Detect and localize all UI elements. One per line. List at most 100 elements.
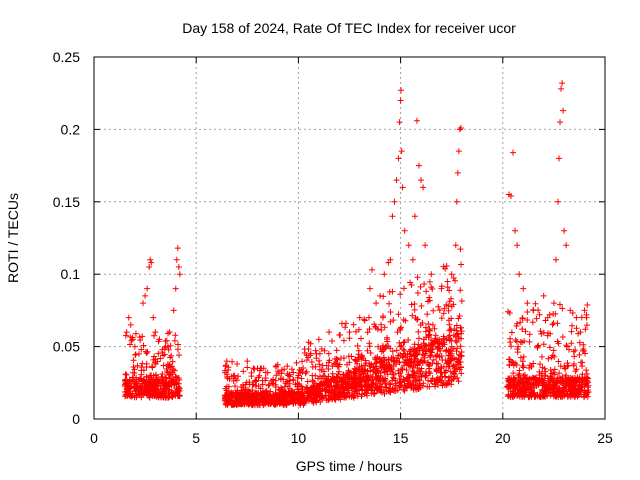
data-point-marker bbox=[407, 279, 414, 286]
data-point-marker bbox=[400, 285, 407, 292]
data-point-marker bbox=[326, 384, 333, 391]
x-tick-label: 0 bbox=[90, 430, 98, 446]
data-point-marker bbox=[130, 357, 137, 364]
data-point-marker bbox=[529, 319, 536, 326]
data-point-marker bbox=[138, 371, 145, 378]
data-point-marker bbox=[322, 386, 329, 393]
data-point-marker bbox=[128, 337, 135, 344]
data-point-marker bbox=[453, 339, 460, 346]
data-point-marker bbox=[552, 310, 559, 317]
data-point-marker bbox=[537, 361, 544, 368]
data-point-marker bbox=[530, 390, 537, 397]
data-point-marker bbox=[456, 313, 463, 320]
data-point-marker bbox=[422, 242, 429, 249]
data-point-marker bbox=[413, 117, 420, 124]
data-point-marker bbox=[234, 391, 241, 398]
data-point-marker bbox=[381, 390, 388, 397]
data-point-marker bbox=[517, 354, 524, 361]
data-point-marker bbox=[532, 375, 539, 382]
data-point-marker bbox=[421, 281, 428, 288]
data-point-marker bbox=[433, 360, 440, 367]
data-point-marker bbox=[375, 372, 382, 379]
data-point-marker bbox=[224, 400, 231, 407]
data-point-marker bbox=[232, 383, 239, 390]
data-point-marker bbox=[295, 372, 302, 379]
data-point-marker bbox=[339, 392, 346, 399]
data-point-marker bbox=[365, 387, 372, 394]
data-point-marker bbox=[448, 315, 455, 322]
data-point-marker bbox=[524, 317, 531, 324]
data-point-marker bbox=[420, 184, 427, 191]
data-point-marker bbox=[548, 370, 555, 377]
data-point-marker bbox=[452, 242, 459, 249]
data-point-marker bbox=[545, 355, 552, 362]
data-point-marker bbox=[437, 365, 444, 372]
data-point-marker bbox=[514, 349, 521, 356]
data-point-marker bbox=[327, 378, 334, 385]
data-point-marker bbox=[516, 271, 523, 278]
data-point-marker bbox=[272, 377, 279, 384]
data-point-marker bbox=[370, 379, 377, 386]
data-point-marker bbox=[176, 352, 183, 359]
data-point-marker bbox=[505, 379, 512, 386]
data-point-marker bbox=[380, 346, 387, 353]
data-point-marker bbox=[395, 311, 402, 318]
data-point-marker bbox=[519, 315, 526, 322]
data-point-marker bbox=[137, 375, 144, 382]
data-point-marker bbox=[385, 387, 392, 394]
data-point-marker bbox=[358, 352, 365, 359]
data-point-marker bbox=[547, 367, 554, 374]
data-point-marker bbox=[556, 301, 563, 308]
data-point-marker bbox=[539, 364, 546, 371]
data-point-marker bbox=[511, 377, 518, 384]
data-point-marker bbox=[315, 384, 322, 391]
data-point-marker bbox=[582, 381, 589, 388]
data-point-marker bbox=[414, 274, 421, 281]
data-point-marker bbox=[381, 324, 388, 331]
data-point-marker bbox=[507, 339, 514, 346]
data-point-marker bbox=[458, 335, 465, 342]
data-point-marker bbox=[353, 386, 360, 393]
data-point-marker bbox=[317, 380, 324, 387]
data-point-marker bbox=[533, 315, 540, 322]
data-point-marker bbox=[513, 338, 520, 345]
data-point-marker bbox=[583, 389, 590, 396]
data-point-marker bbox=[417, 283, 424, 290]
data-point-marker bbox=[408, 301, 415, 308]
data-point-marker bbox=[316, 350, 323, 357]
data-point-marker bbox=[304, 386, 311, 393]
data-point-marker bbox=[140, 367, 147, 374]
data-point-marker bbox=[332, 379, 339, 386]
data-point-marker bbox=[390, 354, 397, 361]
data-point-marker bbox=[532, 393, 539, 400]
data-point-marker bbox=[507, 193, 514, 200]
data-point-marker bbox=[141, 387, 148, 394]
data-point-marker bbox=[123, 329, 130, 336]
data-point-marker bbox=[271, 401, 278, 408]
data-point-marker bbox=[389, 288, 396, 295]
data-point-marker bbox=[329, 370, 336, 377]
data-point-marker bbox=[159, 394, 166, 401]
data-point-marker bbox=[425, 331, 432, 338]
data-point-marker bbox=[303, 368, 310, 375]
data-point-marker bbox=[364, 329, 371, 336]
data-point-marker bbox=[413, 370, 420, 377]
data-point-marker bbox=[139, 360, 146, 367]
data-point-marker bbox=[454, 375, 461, 382]
data-point-marker bbox=[140, 300, 147, 307]
data-point-marker bbox=[540, 341, 547, 348]
x-tick-label: 20 bbox=[495, 430, 511, 446]
data-point-marker bbox=[505, 391, 512, 398]
data-point-marker bbox=[439, 382, 446, 389]
data-point-marker bbox=[134, 362, 141, 369]
data-point-marker bbox=[458, 261, 465, 268]
data-point-marker bbox=[423, 288, 430, 295]
data-point-marker bbox=[265, 400, 272, 407]
data-point-marker bbox=[520, 285, 527, 292]
data-point-marker bbox=[308, 358, 315, 365]
data-point-marker bbox=[453, 198, 460, 205]
data-point-marker bbox=[390, 317, 397, 324]
data-point-marker bbox=[163, 366, 170, 373]
data-point-marker bbox=[429, 360, 436, 367]
data-point-marker bbox=[508, 329, 515, 336]
